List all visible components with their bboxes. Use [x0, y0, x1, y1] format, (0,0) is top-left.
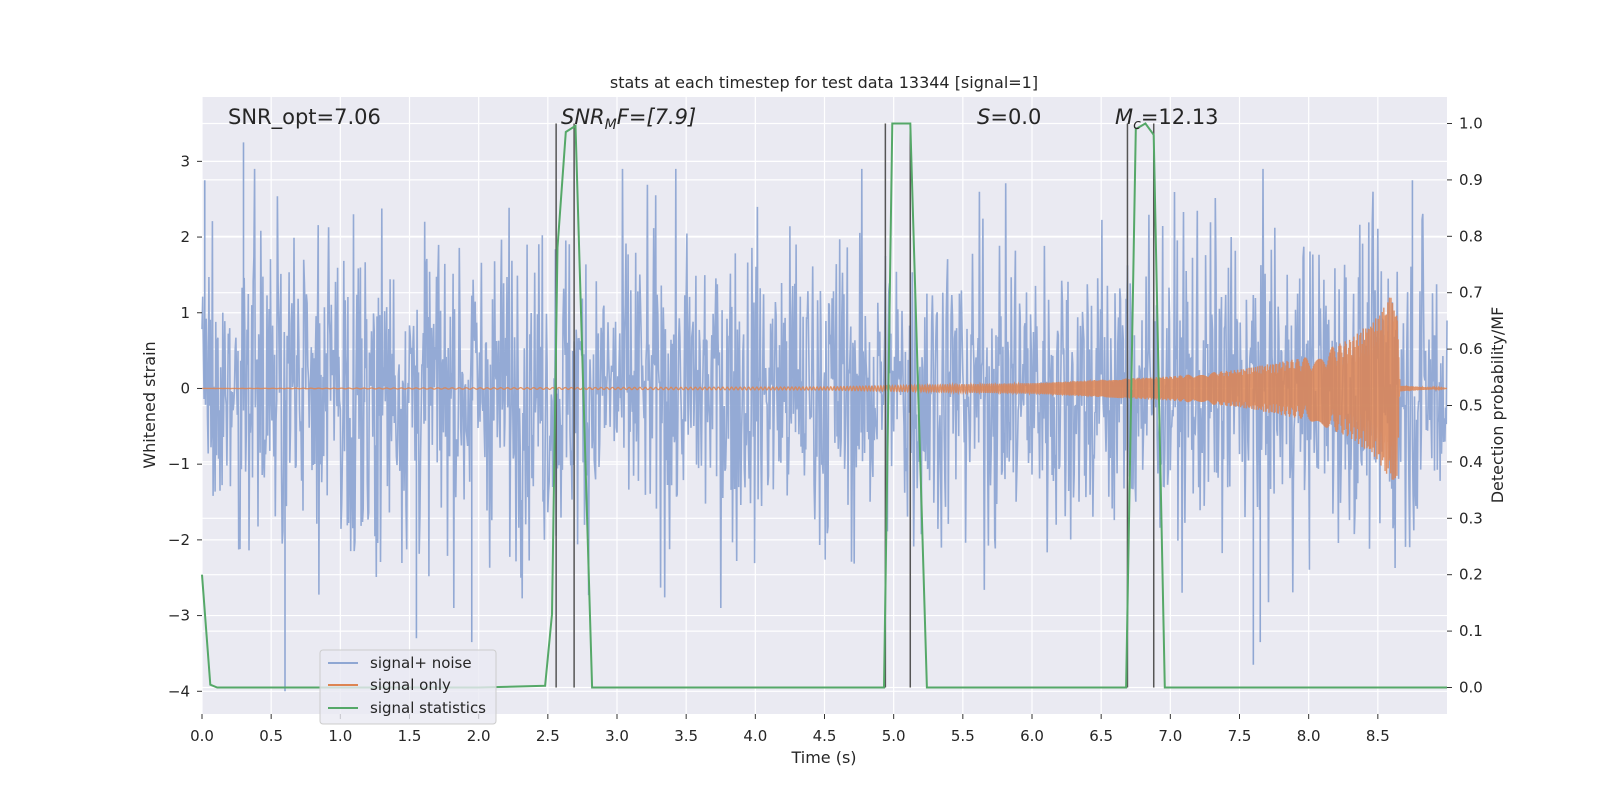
y-left-tick-label: −1 [168, 455, 190, 473]
x-tick-label: 1.5 [398, 727, 422, 745]
y-left-tick-label: −4 [168, 682, 190, 700]
annotation-mc-rest: =12.13 [1141, 105, 1219, 129]
annotation-mc: Mc=12.13 [1115, 105, 1219, 133]
legend-box [319, 649, 497, 725]
x-tick-label: 3.0 [605, 727, 629, 745]
x-tick-label: 0.0 [190, 727, 214, 745]
x-axis-label: Time (s) [790, 748, 856, 767]
x-tick-label: 6.0 [1020, 727, 1044, 745]
x-tick-label: 3.5 [674, 727, 698, 745]
y-right-tick-label: 0.3 [1459, 509, 1483, 527]
x-tick-label: 0.5 [259, 727, 283, 745]
annotation-s-symbol: S [977, 105, 990, 129]
x-tick-label: 2.5 [536, 727, 560, 745]
x-tick-label: 5.5 [951, 727, 975, 745]
y-left-tick-label: 1 [180, 304, 190, 322]
legend-label-noise: signal+ noise [370, 654, 472, 672]
y-right-tick-label: 0.7 [1459, 284, 1483, 302]
signal-series [202, 297, 1448, 480]
annotation-snr-mf-rest: F=[7.9] [617, 105, 696, 129]
annotation-mc-symbol: M [1115, 105, 1133, 129]
y-right-tick-label: 0.5 [1459, 397, 1483, 415]
x-tick-label: 8.5 [1366, 727, 1390, 745]
y-axis-right-label: Detection probability/MF [1488, 307, 1507, 504]
y-right-tick-label: 0.2 [1459, 566, 1483, 584]
y-right-tick-label: 0.9 [1459, 171, 1483, 189]
y-right-tick-label: 1.0 [1459, 115, 1483, 133]
annotation-mc-subscript: c [1133, 117, 1141, 133]
x-tick-label: 8.0 [1297, 727, 1321, 745]
signal-trace [202, 297, 1448, 480]
y-left-tick-label: 3 [180, 152, 190, 170]
legend-label-signal: signal only [370, 676, 451, 694]
y-left-tick-label: −3 [168, 607, 190, 625]
x-tick-label: 4.0 [743, 727, 767, 745]
noise-trace [201, 168, 1448, 609]
annotation-snr-mf-symbol: SNR [561, 105, 605, 129]
legend-label-statistics: signal statistics [370, 699, 486, 717]
annotation-s-rest: =0.0 [990, 105, 1041, 129]
x-tick-label: 5.0 [882, 727, 906, 745]
x-tick-label: 7.0 [1158, 727, 1182, 745]
x-tick-label: 4.5 [813, 727, 837, 745]
annotation-snr-mf: SNRMF=[7.9] [561, 105, 696, 133]
y-right-tick-label: 0.0 [1459, 678, 1483, 696]
annotation-snr-opt: SNR_opt=7.06 [228, 105, 381, 130]
y-right-tick-label: 0.4 [1459, 453, 1483, 471]
y-axis-left-label: Whitened strain [140, 341, 159, 468]
legend: signal+ noise signal only signal statist… [319, 649, 497, 725]
chart-title: stats at each timestep for test data 133… [610, 73, 1038, 92]
x-tick-label: 1.0 [328, 727, 352, 745]
noise-series [201, 142, 1448, 692]
axes: 0.0 0.5 1.0 1.5 2.0 2.5 3.0 3.5 4.0 4.5 5.0 5.5 6.0 6… [168, 115, 1483, 745]
x-tick-label: 7.5 [1228, 727, 1252, 745]
y-left-tick-label: 0 [180, 379, 190, 397]
y-right-tick-label: 0.1 [1459, 622, 1483, 640]
annotation-s: S=0.0 [977, 105, 1041, 129]
y-left-tick-label: 2 [180, 228, 190, 246]
x-tick-label: 6.5 [1089, 727, 1113, 745]
y-right-tick-label: 0.8 [1459, 227, 1483, 245]
y-right-tick-label: 0.6 [1459, 340, 1483, 358]
y-left-tick-label: −2 [168, 531, 190, 549]
x-tick-label: 2.0 [467, 727, 491, 745]
annotation-snr-mf-subscript: M [605, 117, 617, 133]
